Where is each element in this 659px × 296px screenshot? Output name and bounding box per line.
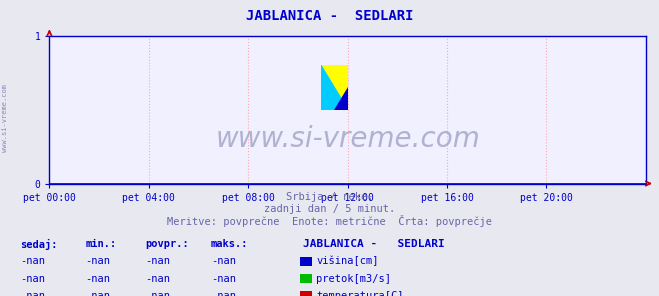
Text: Srbija / reke.: Srbija / reke. <box>286 192 373 202</box>
Text: višina[cm]: višina[cm] <box>316 256 379 267</box>
Text: Meritve: povprečne  Enote: metrične  Črta: povprečje: Meritve: povprečne Enote: metrične Črta:… <box>167 215 492 226</box>
Text: maks.:: maks.: <box>211 239 248 249</box>
Text: -nan: -nan <box>145 274 170 284</box>
Text: pretok[m3/s]: pretok[m3/s] <box>316 274 391 284</box>
Text: www.si-vreme.com: www.si-vreme.com <box>2 84 9 152</box>
Text: -nan: -nan <box>20 274 45 284</box>
Text: povpr.:: povpr.: <box>145 239 188 249</box>
Text: -nan: -nan <box>20 256 45 266</box>
Text: -nan: -nan <box>86 256 111 266</box>
Text: -nan: -nan <box>20 291 45 296</box>
Text: -nan: -nan <box>211 291 236 296</box>
Text: -nan: -nan <box>86 274 111 284</box>
Text: JABLANICA -  SEDLARI: JABLANICA - SEDLARI <box>246 9 413 23</box>
Text: zadnji dan / 5 minut.: zadnji dan / 5 minut. <box>264 204 395 214</box>
Text: -nan: -nan <box>145 291 170 296</box>
Text: JABLANICA -   SEDLARI: JABLANICA - SEDLARI <box>303 239 445 249</box>
Text: -nan: -nan <box>211 274 236 284</box>
Text: sedaj:: sedaj: <box>20 239 57 250</box>
Text: -nan: -nan <box>145 256 170 266</box>
Text: -nan: -nan <box>86 291 111 296</box>
Text: temperatura[C]: temperatura[C] <box>316 291 404 296</box>
Text: www.si-vreme.com: www.si-vreme.com <box>215 125 480 153</box>
Text: min.:: min.: <box>86 239 117 249</box>
Text: -nan: -nan <box>211 256 236 266</box>
